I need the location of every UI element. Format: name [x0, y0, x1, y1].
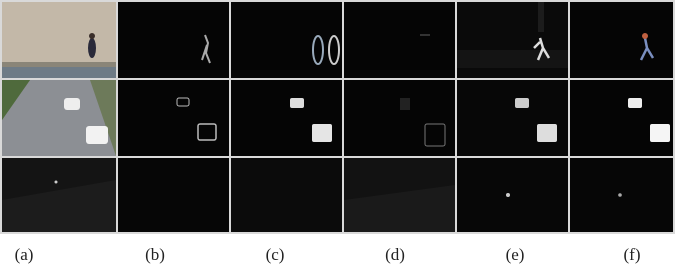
image-a-row1: [2, 2, 116, 78]
image-grid: [2, 2, 673, 232]
panel-label: (a): [15, 245, 34, 264]
panel-label: (f): [624, 245, 641, 264]
panel-label: (e): [506, 245, 525, 264]
figure: (a) (b) (c) (d) (e) (f): [0, 0, 675, 270]
panel-label: (b): [145, 245, 165, 264]
panel-label: (c): [266, 245, 285, 264]
panel-label: (d): [385, 245, 405, 264]
image-a-row2: [2, 80, 116, 156]
